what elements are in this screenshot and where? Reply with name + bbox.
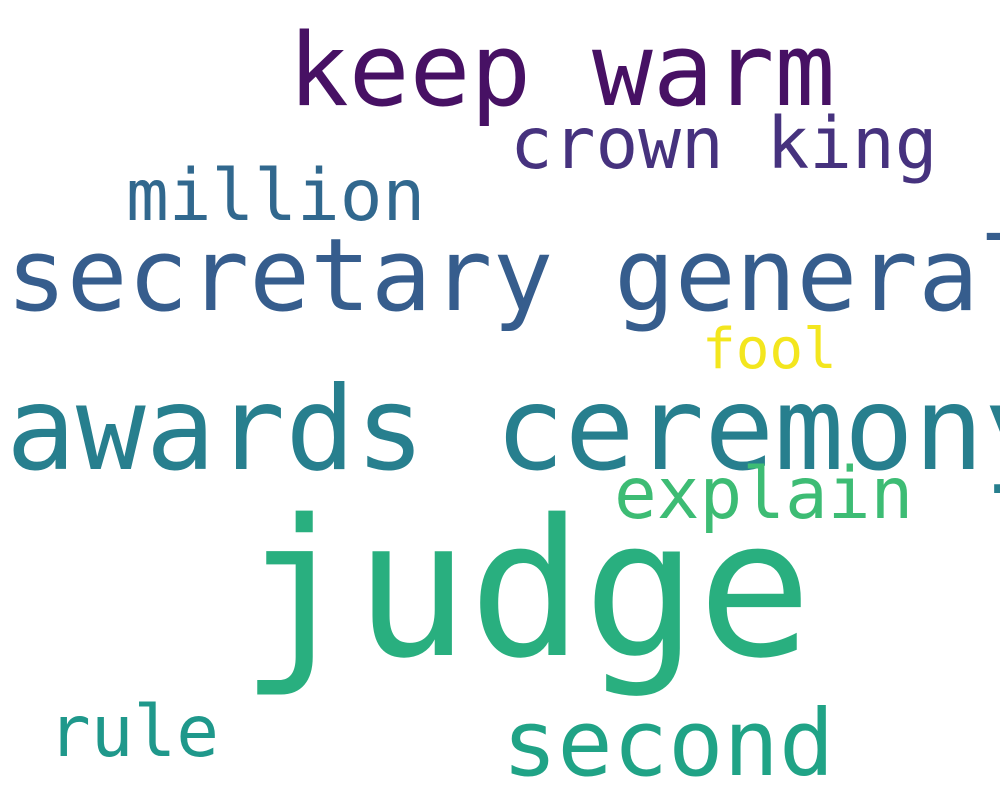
- word-explain: explain: [614, 452, 914, 535]
- word-judge: judge: [240, 479, 812, 700]
- word-secretary-general: secretary general: [6, 216, 1000, 334]
- word-fool: fool: [702, 317, 837, 382]
- word-rule: rule: [48, 690, 219, 773]
- word-awards-ceremony: awards ceremony: [6, 362, 1000, 497]
- word-crown-king: crown king: [510, 102, 938, 185]
- word-second: second: [502, 690, 835, 797]
- word-keep-warm: keep warm: [288, 11, 836, 129]
- word-million: million: [126, 154, 426, 237]
